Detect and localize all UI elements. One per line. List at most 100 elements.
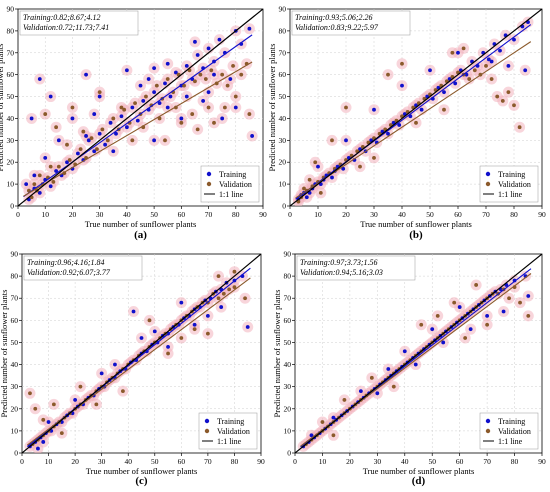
validation-point: [495, 94, 500, 99]
x-tick-label: 90: [257, 457, 265, 466]
training-point: [219, 305, 224, 309]
training-point: [97, 131, 102, 136]
validation-point: [400, 61, 404, 66]
training-point: [141, 99, 146, 103]
validation-point: [507, 296, 511, 301]
validation-point: [192, 327, 197, 332]
validation-point: [28, 391, 32, 396]
x-tick-label: 60: [454, 210, 462, 219]
x-axis-label: True number of sunflower plants: [85, 219, 197, 229]
validation-point: [33, 406, 38, 411]
validation-point: [133, 101, 137, 106]
validation-point: [56, 164, 61, 169]
y-tick-label: 70: [7, 48, 15, 57]
x-tick-label: 30: [98, 457, 106, 466]
x-tick-label: 40: [123, 210, 131, 219]
stats-line: Validation:0.72;11.73;7.41: [23, 23, 109, 32]
validation-point: [243, 296, 247, 301]
validation-point: [369, 375, 374, 380]
training-point: [32, 173, 37, 178]
y-tick-label: 20: [11, 404, 19, 413]
validation-legend-marker: [204, 428, 210, 434]
y-axis-label: Predicted number of sunflower plants: [272, 290, 282, 418]
stats-line: Validation:0.94;5.16;3.03: [300, 268, 383, 277]
chart-panel-c: 0 10 20 30 40 50 60 70 80 90 0 10 20 30 40 50 60 70 80 90 Tr…: [0, 250, 265, 488]
training-point: [442, 90, 446, 95]
validation-point: [231, 64, 235, 68]
training-point: [41, 440, 46, 444]
validation-point: [54, 125, 59, 130]
training-point: [501, 309, 506, 314]
y-tick-label: 0: [10, 202, 14, 211]
legend-label: Training: [498, 417, 525, 426]
training-point: [163, 81, 167, 86]
stats-annotation: Training:0.96;4.16;1.84Validation:0.92;6…: [23, 255, 143, 281]
validation-point: [179, 120, 184, 125]
validation-point: [70, 105, 75, 110]
training-point: [512, 37, 516, 42]
y-tick-label: 0: [282, 202, 286, 211]
validation-point: [122, 107, 127, 112]
training-point: [99, 371, 104, 376]
stats-box: [23, 255, 143, 281]
training-point: [386, 131, 390, 136]
y-tick-label: 40: [284, 360, 292, 369]
training-point: [84, 72, 88, 77]
x-tick-label: 30: [370, 210, 378, 219]
training-point: [212, 72, 216, 77]
validation-point: [313, 160, 318, 165]
training-point: [135, 118, 140, 123]
x-tick-label: 50: [428, 457, 436, 466]
training-point: [114, 131, 118, 136]
validation-point: [65, 142, 69, 147]
validation-point: [526, 314, 531, 318]
validation-point: [190, 112, 195, 116]
training-point: [205, 314, 210, 318]
validation-point: [225, 83, 230, 88]
y-tick-label: 20: [7, 158, 15, 167]
stats-line: Training:0.93;5.06;2.26: [295, 13, 373, 22]
training-point: [179, 116, 184, 121]
training-fit-line: [23, 34, 253, 198]
training-point: [168, 94, 173, 99]
x-tick-label: 70: [483, 457, 491, 466]
x-axis-label: True number of sunflower plants: [363, 466, 475, 476]
validation-point: [227, 287, 232, 292]
identity-line: [290, 9, 542, 206]
validation-point: [205, 331, 210, 336]
validation-legend-marker: [485, 428, 491, 434]
training-point: [157, 101, 162, 106]
y-tick-label: 80: [11, 272, 19, 281]
identity-line: [22, 254, 261, 453]
x-tick-label: 10: [45, 457, 53, 466]
validation-point: [472, 68, 477, 73]
y-tick-label: 90: [284, 250, 292, 259]
training-point: [111, 149, 116, 154]
validation-point: [222, 105, 227, 110]
validation-fit-line: [23, 61, 253, 197]
panel-caption: (b): [409, 229, 423, 241]
validation-legend-marker: [485, 181, 491, 187]
y-tick-label: 60: [7, 70, 15, 79]
y-tick-label: 40: [11, 360, 19, 369]
training-point: [131, 309, 136, 314]
validation-point: [318, 190, 323, 195]
legend-label: Training: [217, 417, 244, 426]
validation-point: [193, 79, 197, 84]
validation-point: [195, 127, 200, 132]
training-point: [526, 294, 531, 298]
x-tick-label: 80: [231, 457, 239, 466]
validation-point: [220, 72, 225, 77]
x-tick-label: 60: [178, 457, 186, 466]
training-point: [457, 305, 462, 309]
stats-line: Validation:0.83;9.22;5.97: [295, 23, 379, 32]
x-tick-label: 70: [482, 210, 490, 219]
training-point: [402, 349, 407, 354]
training-point: [397, 123, 402, 127]
x-tick-label: 10: [314, 210, 322, 219]
training-point: [139, 336, 144, 340]
legend-label: Validation: [219, 180, 252, 189]
x-axis-label: True number of sunflower plants: [360, 219, 472, 229]
validation-point: [419, 322, 424, 327]
